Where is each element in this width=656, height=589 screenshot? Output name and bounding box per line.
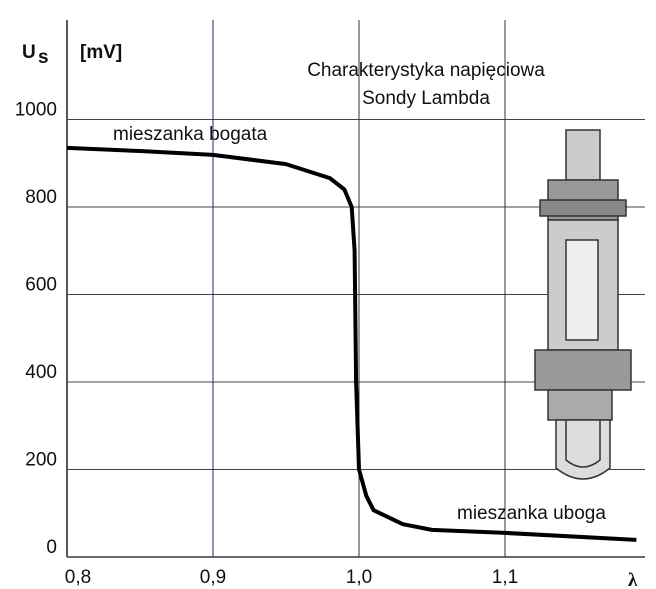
x-tick-label: 1,1 bbox=[492, 567, 518, 588]
y-tick-label: 0 bbox=[46, 537, 57, 558]
y-axis-label-subscript: s bbox=[38, 47, 49, 68]
y-tick-label: 800 bbox=[25, 187, 57, 208]
y-tick-label: 1000 bbox=[15, 100, 57, 121]
chart-title: Charakterystyka napięciowa bbox=[307, 60, 545, 81]
chart-title: Sondy Lambda bbox=[362, 88, 490, 109]
y-tick-label: 600 bbox=[25, 275, 57, 296]
y-axis-label: U bbox=[22, 42, 36, 63]
annotation: mieszanka uboga bbox=[457, 503, 606, 524]
x-tick-label: 0,8 bbox=[65, 567, 91, 588]
x-axis-label: λ bbox=[628, 570, 638, 589]
y-axis-unit: [mV] bbox=[80, 42, 122, 63]
chart: Charakterystyka napięciowa Sondy Lambda … bbox=[0, 0, 656, 589]
annotation: mieszanka bogata bbox=[113, 124, 268, 145]
sensor-illustration bbox=[535, 130, 631, 479]
x-tick-label: 0,9 bbox=[200, 567, 226, 588]
y-tick-label: 200 bbox=[25, 450, 57, 471]
y-tick-label: 400 bbox=[25, 362, 57, 383]
x-tick-label: 1,0 bbox=[346, 567, 372, 588]
